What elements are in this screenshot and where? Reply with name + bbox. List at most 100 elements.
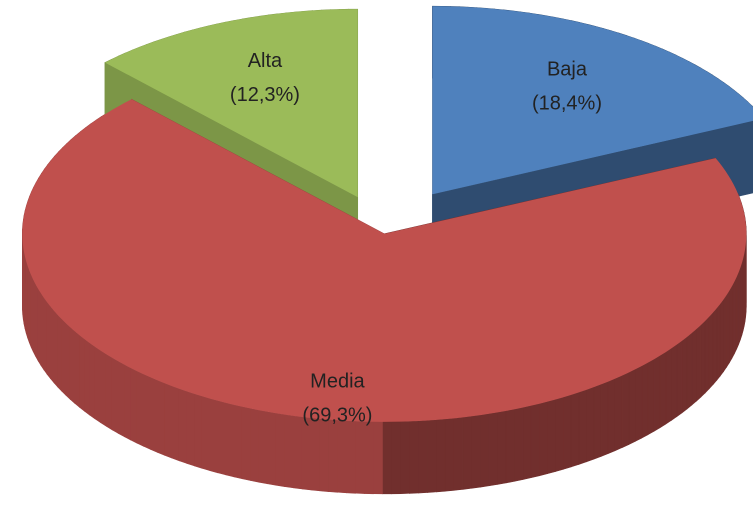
slice-side: [453, 417, 464, 491]
slice-side: [647, 358, 655, 436]
slice-side: [33, 279, 36, 357]
slice-side: [194, 393, 203, 469]
slice-side: [700, 320, 706, 398]
slice-side: [704, 315, 710, 394]
slice-side: [43, 296, 48, 376]
slice-side: [241, 406, 251, 481]
slice-side: [621, 372, 630, 449]
slice-side: [665, 347, 672, 425]
slice-side: [719, 298, 724, 377]
slice-side: [471, 414, 481, 489]
slice-side: [373, 421, 383, 495]
slice-side: [40, 292, 45, 371]
slice-side: [250, 408, 260, 483]
slice-side: [614, 375, 623, 452]
slice-side: [111, 357, 119, 434]
slice-side: [35, 283, 39, 362]
slice-side: [659, 351, 667, 429]
slice-side: [310, 417, 321, 492]
slice-side: [275, 412, 286, 487]
slice-side: [225, 402, 235, 478]
slice-side: [681, 336, 688, 414]
slice-side: [462, 415, 472, 490]
slice-side: [607, 378, 616, 455]
slice-side: [723, 294, 727, 373]
slice-side: [641, 362, 649, 439]
slice-value-label: (69,3%): [302, 405, 372, 427]
slice-side: [178, 388, 188, 464]
slice-side: [337, 419, 347, 494]
slice-side: [729, 285, 733, 364]
slice-side: [258, 409, 268, 485]
slice-side: [514, 407, 524, 482]
slice-side: [716, 302, 721, 382]
slice-side: [53, 309, 59, 388]
slice-side: [444, 417, 455, 492]
slice-side: [696, 324, 702, 402]
slice-side: [400, 421, 410, 494]
slice-side: [319, 418, 329, 492]
slice-side: [555, 396, 564, 472]
slice-side: [136, 370, 145, 447]
slice: [22, 99, 747, 422]
slice-side: [409, 420, 419, 494]
slice-side: [355, 420, 365, 494]
slice-side: [563, 394, 572, 470]
slice-side: [364, 421, 374, 495]
slice-side: [37, 287, 42, 367]
slice-side: [89, 342, 96, 420]
slice-side: [69, 326, 76, 405]
slice-side: [497, 410, 507, 485]
slice-side: [488, 412, 498, 487]
slice-side: [84, 338, 91, 416]
slice-side: [570, 391, 580, 468]
slice-side: [50, 305, 55, 384]
slice-side: [284, 414, 294, 489]
slice-side: [217, 400, 227, 476]
slice-side: [57, 314, 63, 392]
slice-side: [328, 419, 338, 493]
slice-side: [547, 399, 556, 475]
slice-side: [201, 395, 211, 471]
slice-side: [635, 365, 643, 442]
slice-side: [209, 398, 219, 474]
slice-value-label: (12,3%): [230, 84, 300, 106]
slice-side: [65, 322, 71, 401]
slice-side: [671, 344, 678, 421]
slice-side: [539, 401, 548, 477]
slice-side: [676, 340, 683, 418]
slice-side: [143, 373, 151, 450]
slice-side: [418, 420, 428, 494]
slice-side: [712, 307, 718, 386]
slice-side: [186, 390, 195, 467]
slice-side: [382, 421, 392, 495]
slice-side: [436, 418, 446, 493]
slice-label: Baja: [547, 58, 588, 80]
slice-side: [505, 408, 515, 484]
slice-side: [105, 353, 113, 431]
slice: [104, 9, 358, 198]
slice-side: [100, 350, 107, 427]
slice-side: [586, 386, 595, 463]
slice-side: [74, 330, 80, 409]
slice-side: [427, 419, 437, 493]
slice-side: [708, 311, 714, 390]
slice-side: [30, 275, 34, 352]
slice-side: [628, 368, 636, 445]
slice-side: [530, 403, 540, 479]
slice-side: [301, 416, 312, 491]
slice-side: [522, 405, 532, 480]
slice-side: [233, 404, 243, 480]
slice-side: [164, 382, 173, 459]
slice-side: [171, 385, 180, 462]
slice-side: [480, 413, 490, 488]
slice-side: [157, 379, 165, 456]
slice-side: [600, 381, 609, 457]
slice-side: [46, 301, 51, 380]
slice-side: [726, 289, 730, 369]
slice-side: [150, 376, 158, 453]
slice-side: [691, 328, 697, 406]
slice-label: Alta: [248, 50, 283, 72]
